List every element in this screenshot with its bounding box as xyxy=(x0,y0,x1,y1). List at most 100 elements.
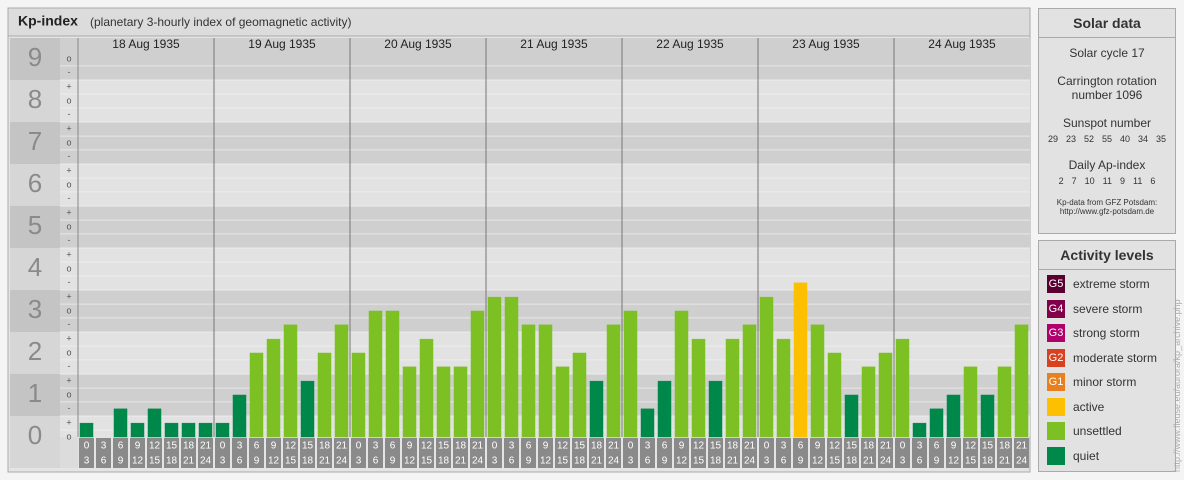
bar xyxy=(589,380,604,438)
bar xyxy=(232,394,247,438)
activity-panel: Activity levels G5 extreme storm G4 severe … xyxy=(1038,240,1176,472)
hour-label: 18 xyxy=(863,441,875,452)
ap-value: 11 xyxy=(1102,176,1112,186)
hour-label: 18 xyxy=(166,456,178,467)
bar xyxy=(606,324,621,438)
hour-label: 9 xyxy=(543,441,549,452)
hour-box xyxy=(708,438,723,468)
band xyxy=(60,80,1030,122)
band xyxy=(10,38,60,80)
hour-label: 12 xyxy=(829,441,841,452)
hour-label: 18 xyxy=(591,441,603,452)
hour-box xyxy=(861,438,876,468)
hour-label: 9 xyxy=(815,441,821,452)
bar xyxy=(691,338,706,438)
day-label: 19 Aug 1935 xyxy=(248,37,316,51)
hour-label: 15 xyxy=(149,456,161,467)
y-tick-label: 9 xyxy=(28,42,42,72)
hour-label: 9 xyxy=(798,456,804,467)
bar xyxy=(759,296,774,438)
hour-box xyxy=(504,438,519,468)
hour-label: 0 xyxy=(492,441,498,452)
hour-box xyxy=(453,438,468,468)
y-minor-tick-label: o xyxy=(66,431,71,441)
hour-label: 15 xyxy=(421,456,433,467)
hour-label: 18 xyxy=(455,441,467,452)
ap-value: 10 xyxy=(1084,176,1095,186)
legend-item: unsettled xyxy=(1047,422,1122,440)
bar xyxy=(385,310,400,438)
bar xyxy=(470,310,485,438)
hour-label: 21 xyxy=(591,456,603,467)
bar xyxy=(283,324,298,438)
y-minor-tick-label: - xyxy=(68,319,71,329)
bar xyxy=(453,366,468,438)
bar xyxy=(521,324,536,438)
hour-label: 6 xyxy=(917,456,923,467)
hour-label: 21 xyxy=(200,441,212,452)
hour-label: 18 xyxy=(438,456,450,467)
y-minor-tick-label: o xyxy=(66,53,71,63)
hour-box xyxy=(521,438,536,468)
bar xyxy=(147,408,162,438)
ap-value: 11 xyxy=(1133,176,1143,186)
bar xyxy=(487,296,502,438)
bar xyxy=(572,352,587,438)
hour-label: 18 xyxy=(319,441,331,452)
bar xyxy=(844,394,859,438)
day-label: 24 Aug 1935 xyxy=(928,37,996,51)
hour-label: 21 xyxy=(863,456,875,467)
band xyxy=(10,206,60,248)
sunspot-value: 52 xyxy=(1083,134,1094,144)
hour-box xyxy=(538,438,553,468)
hour-box xyxy=(555,438,570,468)
hour-label: 21 xyxy=(744,441,756,452)
hour-box xyxy=(164,438,179,468)
source: http://www.gfz-potsdam.de xyxy=(1059,207,1155,216)
legend-label: severe storm xyxy=(1073,301,1143,316)
legend-label: extreme storm xyxy=(1073,277,1150,291)
y-minor-tick-label: o xyxy=(66,179,71,189)
legend-swatch xyxy=(1047,397,1065,416)
hour-label: 9 xyxy=(407,441,413,452)
y-minor-tick-label: - xyxy=(68,193,71,203)
hour-box xyxy=(300,438,315,468)
legend-item: G2 moderate storm xyxy=(1047,348,1157,367)
source: Kp-data from GFZ Potsdam: xyxy=(1056,198,1158,207)
day-label: 23 Aug 1935 xyxy=(792,37,860,51)
y-tick-label: 0 xyxy=(28,420,42,450)
hour-box xyxy=(997,438,1012,468)
bar xyxy=(555,366,570,438)
bar xyxy=(742,324,757,438)
hour-label: 6 xyxy=(798,441,804,452)
hour-box xyxy=(589,438,604,468)
bar xyxy=(351,352,366,438)
bar xyxy=(368,310,383,438)
y-minor-tick-label: + xyxy=(66,124,71,134)
legend-item: G3 strong storm xyxy=(1047,324,1140,342)
hour-label: 21 xyxy=(455,456,467,467)
y-minor-tick-label: o xyxy=(66,347,71,357)
hour-label: 3 xyxy=(628,456,634,467)
legend-swatch: G1 xyxy=(1047,373,1065,391)
legend-label: active xyxy=(1073,399,1105,414)
y-minor-tick-label: - xyxy=(68,151,71,161)
hour-label: 15 xyxy=(166,441,178,452)
hour-label: 6 xyxy=(662,441,668,452)
hour-label: 3 xyxy=(900,456,906,467)
hour-label: 18 xyxy=(999,441,1011,452)
hour-label: 15 xyxy=(846,441,858,452)
hour-label: 12 xyxy=(421,441,433,452)
hour-box xyxy=(895,438,910,468)
hour-label: 15 xyxy=(710,441,722,452)
y-tick-label: 3 xyxy=(28,294,42,324)
y-minor-tick-label: o xyxy=(66,137,71,147)
y-minor-tick-label: o xyxy=(66,95,71,105)
bar xyxy=(317,352,332,438)
bar xyxy=(538,324,553,438)
hour-label: 3 xyxy=(764,456,770,467)
hour-label: 6 xyxy=(118,441,124,452)
hour-label: 24 xyxy=(472,456,484,467)
hour-label: 21 xyxy=(608,441,620,452)
